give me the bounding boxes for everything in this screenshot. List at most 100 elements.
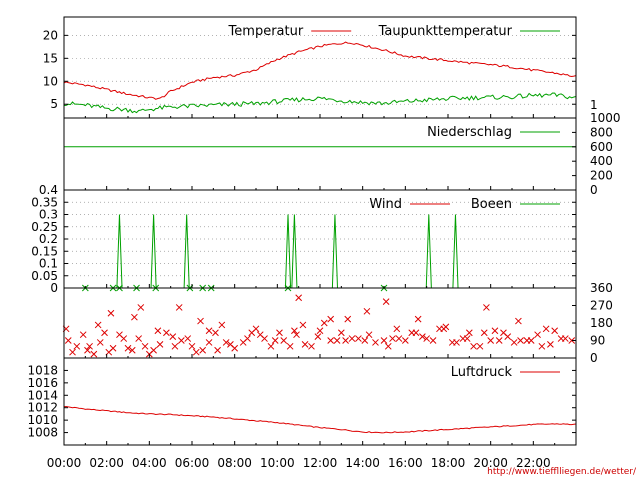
wind-direction-point: [199, 346, 207, 354]
tick-layer: 00:00 02:00 04:00 06:00 08:00 10:00 12:00 14:00…: [27, 28, 620, 470]
x-tick-label: 08:00: [217, 456, 252, 470]
wind-direction-point: [547, 341, 554, 348]
wind-direction-point: [156, 341, 164, 348]
wind-direction-point: [205, 339, 213, 346]
wind-direction-point: [124, 344, 132, 352]
wind-direction-point: [218, 321, 226, 329]
wind-direction-point: [252, 325, 260, 333]
wind-direction-point: [276, 329, 283, 337]
x-tick-label: 10:00: [260, 456, 295, 470]
y-tick-label: 0.15: [31, 244, 58, 258]
wind-direction-point: [64, 337, 72, 344]
right-tick-label: 180: [590, 316, 613, 330]
wind-direction-point: [227, 341, 234, 348]
legend-layer: Taupunkttemperatur Temperatur Niederschlag…: [228, 24, 560, 380]
legend-label: Wind: [369, 197, 402, 212]
wind-direction-point: [222, 339, 230, 346]
wind-direction-point: [327, 315, 335, 323]
wind-direction-point: [291, 327, 298, 335]
x-tick-label: 16:00: [388, 456, 423, 470]
y-tick-label: 0.25: [31, 220, 58, 234]
y-tick-label: 15: [43, 51, 58, 65]
y-tick-label: 0.2: [39, 232, 58, 246]
wind-direction-point: [355, 335, 362, 342]
wind-direction-point: [365, 331, 373, 339]
wind-direction-point: [84, 346, 91, 354]
right-tick-label: 1000: [590, 111, 621, 125]
wind-direction-point: [239, 339, 247, 346]
wind-direction-point: [188, 342, 196, 350]
wind-direction-point: [320, 319, 328, 327]
right-tick-label: 200: [590, 169, 613, 183]
wind-direction-point: [551, 327, 559, 335]
wind-direction-point: [280, 337, 288, 344]
wind-direction-point: [448, 339, 456, 346]
wind-direction-point: [301, 341, 309, 348]
x-tick-label: 04:00: [132, 456, 167, 470]
wind-direction-point: [101, 329, 108, 337]
wind-direction-point: [459, 335, 467, 342]
y-tick-label: 1018: [27, 363, 58, 377]
y-tick-label: 1012: [27, 401, 58, 415]
wind-direction-point: [192, 348, 200, 356]
wind-direction-point: [442, 323, 450, 331]
wind-direction-point: [150, 346, 157, 354]
wind-direction-point: [361, 337, 369, 344]
wind-direction-point: [401, 337, 409, 344]
wind-direction-point: [436, 325, 443, 333]
wind-direction-point: [568, 337, 576, 344]
wind-direction-point: [429, 337, 437, 344]
wind-direction-point: [94, 321, 102, 329]
wind-direction-point: [542, 325, 550, 333]
legend-label: Boeen: [471, 197, 512, 212]
wind-direction-point: [527, 337, 535, 344]
wind-direction-point: [344, 315, 352, 323]
legend-label: Niederschlag: [427, 125, 512, 140]
grid-layer: [64, 35, 576, 289]
y-tick-label: 0.4: [39, 183, 58, 197]
wind-direction-point: [135, 335, 143, 342]
wind-direction-point: [154, 327, 162, 335]
wind-direction-point: [293, 331, 300, 339]
wind-direction-point: [212, 329, 219, 337]
y-tick-label: 1008: [27, 426, 58, 440]
wind-direction-point: [465, 329, 473, 337]
series-line-Taupunkttemperatur: [63, 92, 577, 114]
wind-direction-point: [476, 342, 484, 350]
wind-direction-point: [491, 327, 499, 335]
wind-direction-point: [382, 298, 390, 305]
wind-direction-point: [515, 317, 522, 325]
wind-direction-point: [73, 342, 81, 350]
y-tick-label: 5: [50, 97, 58, 111]
wind-direction-point: [333, 337, 341, 344]
y-tick-label: 0.05: [31, 269, 58, 283]
wind-direction-point: [120, 335, 128, 342]
wind-direction-point: [163, 329, 170, 337]
wind-direction-point: [299, 321, 307, 329]
wind-direction-point: [337, 329, 345, 337]
wind-direction-point: [184, 335, 192, 342]
series-line-Boeen: [116, 214, 459, 289]
wind-direction-point: [393, 325, 401, 333]
wind-direction-point: [419, 333, 426, 340]
wind-direction-point: [169, 333, 177, 340]
y-tick-label: 0.3: [39, 208, 58, 222]
wind-direction-point: [483, 304, 490, 311]
legend-label: Temperatur: [228, 24, 304, 39]
wind-direction-point: [79, 331, 87, 339]
wind-direction-point: [90, 350, 98, 358]
y-tick-label: 1010: [27, 413, 58, 427]
legend-label: Luftdruck: [451, 365, 513, 380]
wind-direction-point: [348, 335, 356, 342]
wind-direction-point: [175, 304, 183, 311]
wind-direction-point: [480, 329, 488, 337]
wind-direction-point: [131, 313, 138, 321]
wind-direction-point: [197, 317, 204, 325]
wind-direction-point: [470, 342, 477, 350]
series-line-Luftdruck: [63, 405, 577, 434]
wind-direction-point: [109, 344, 117, 352]
wind-direction-point: [261, 335, 268, 342]
wind-direction-point: [389, 335, 396, 342]
right-tick-label: 270: [590, 299, 613, 313]
